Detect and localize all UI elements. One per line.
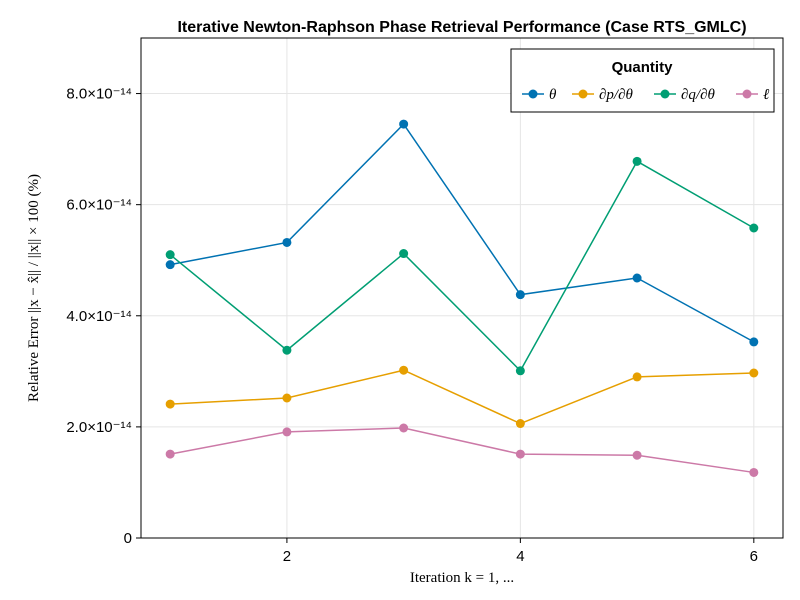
data-point <box>165 399 175 409</box>
plot-frame <box>140 37 784 539</box>
x-tick-label: 6 <box>750 548 758 565</box>
legend-box <box>510 48 775 113</box>
chart-title: Iterative Newton-Raphson Phase Retrieval… <box>177 19 746 36</box>
legend-marker <box>742 89 752 99</box>
series-layer <box>165 119 759 477</box>
legend: Quantity θ ∂p/∂θ ∂q/∂θ ℓ <box>510 48 775 113</box>
series-line <box>170 427 754 474</box>
grid <box>141 38 783 538</box>
data-point <box>165 449 175 459</box>
data-point <box>515 366 525 376</box>
data-point <box>399 365 409 375</box>
series-4 <box>165 423 759 477</box>
data-point <box>749 467 759 477</box>
data-point <box>399 119 409 129</box>
series-2 <box>165 365 759 429</box>
legend-item: ∂p/∂θ <box>572 87 633 103</box>
y-tick-label: 4.0×10⁻¹⁴ <box>66 308 132 325</box>
series-1 <box>165 119 759 347</box>
legend-marker <box>578 89 588 99</box>
data-point <box>632 450 642 460</box>
legend-item: ∂q/∂θ <box>654 87 715 103</box>
data-point <box>632 156 642 166</box>
x-axis-ticks: 2 4 6 <box>283 538 758 565</box>
series-line <box>170 122 755 343</box>
series-3 <box>165 156 759 376</box>
legend-title: Quantity <box>612 59 673 76</box>
legend-item: ℓ <box>736 87 769 103</box>
legend-item: θ <box>522 87 557 103</box>
data-point <box>165 260 175 270</box>
y-tick-label: 8.0×10⁻¹⁴ <box>66 86 132 103</box>
legend-marker <box>528 89 538 99</box>
legend-label: ℓ <box>763 87 769 103</box>
data-point <box>515 290 525 300</box>
legend-label: ∂q/∂θ <box>681 87 715 103</box>
y-tick-label: 0 <box>124 530 132 547</box>
data-point <box>399 423 409 433</box>
data-point <box>515 449 525 459</box>
data-point <box>399 249 409 259</box>
legend-items: θ ∂p/∂θ ∂q/∂θ ℓ <box>522 87 769 103</box>
data-point <box>282 237 292 247</box>
data-point <box>749 368 759 378</box>
legend-marker <box>660 89 670 99</box>
data-point <box>632 372 642 382</box>
series-line <box>169 160 755 373</box>
y-tick-label: 6.0×10⁻¹⁴ <box>66 197 132 214</box>
data-point <box>749 223 759 233</box>
data-point <box>165 250 175 260</box>
data-point <box>632 273 642 283</box>
series-line <box>170 369 754 425</box>
data-point <box>282 345 292 355</box>
x-axis-label: Iteration k = 1, ... <box>410 570 514 586</box>
x-tick-label: 4 <box>516 548 524 565</box>
y-tick-label: 2.0×10⁻¹⁴ <box>66 419 132 436</box>
y-axis-label: Relative Error ||x − x̂|| / ||x|| × 100 … <box>26 174 42 402</box>
legend-label: ∂p/∂θ <box>599 87 633 103</box>
x-tick-label: 2 <box>283 548 291 565</box>
data-point <box>749 337 759 347</box>
data-point <box>282 393 292 403</box>
y-axis-ticks: 0 2.0×10⁻¹⁴ 4.0×10⁻¹⁴ 6.0×10⁻¹⁴ 8.0×10⁻¹⁴ <box>66 86 141 547</box>
data-point <box>282 427 292 437</box>
legend-label: θ <box>549 87 557 103</box>
data-point <box>515 419 525 429</box>
